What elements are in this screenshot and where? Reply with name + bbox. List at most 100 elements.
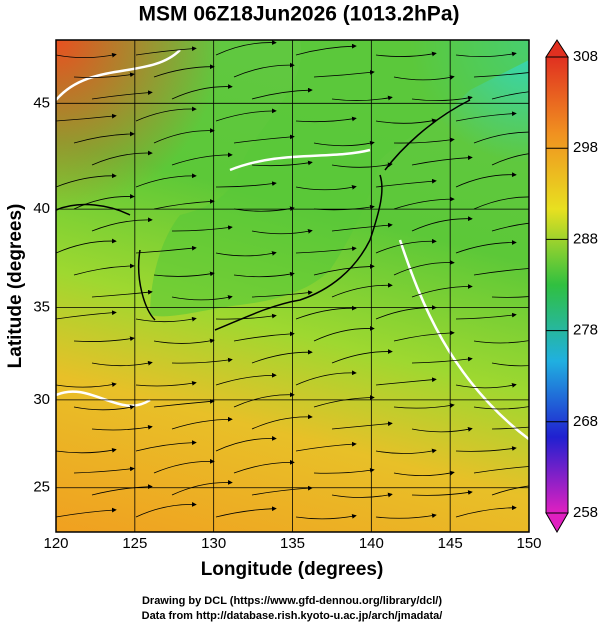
streamline (73, 405, 135, 411)
streamline (295, 305, 357, 320)
streamline (56, 447, 117, 454)
streamline (73, 131, 135, 144)
streamline (171, 357, 233, 364)
streamline (171, 295, 233, 301)
streamline (295, 184, 357, 191)
streamline (393, 330, 455, 342)
streamline (375, 51, 437, 57)
streamline (73, 72, 135, 78)
y-tick-label: 30 (33, 391, 50, 408)
streamline (393, 137, 455, 144)
x-tick-label: 120 (43, 535, 68, 552)
streamline (375, 377, 437, 386)
streamline (411, 216, 473, 232)
land (150, 40, 529, 317)
streamline (215, 40, 277, 56)
streamline (313, 264, 375, 276)
streamline (491, 91, 529, 100)
footer-line: Data from http://database.rish.kyoto-u.a… (142, 610, 443, 622)
y-tick-label: 45 (33, 94, 50, 111)
streamline (91, 484, 153, 496)
streamline (455, 505, 517, 518)
x-tick-label: 135 (280, 535, 305, 552)
streamline (331, 95, 393, 101)
streamline (455, 446, 517, 452)
streamline (153, 64, 215, 78)
streamline (295, 513, 357, 520)
streamline (455, 51, 517, 57)
streamline (91, 289, 153, 298)
streamline (135, 502, 197, 518)
streamline (215, 313, 277, 320)
x-tick-label: 145 (438, 535, 463, 552)
streamline (313, 70, 375, 78)
streamline (91, 360, 153, 367)
streamline (393, 75, 455, 81)
streamline (56, 238, 117, 254)
streamline (411, 284, 473, 298)
streamline (171, 480, 233, 496)
footer-line: Drawing by DCL (https://www.gfd-dennou.o… (142, 595, 442, 607)
colorbar-extend (545, 39, 569, 58)
streamline (393, 260, 455, 276)
streamline (375, 178, 437, 188)
streamline (251, 160, 313, 167)
streamline (91, 424, 153, 431)
streamline (331, 162, 393, 168)
streamline (215, 372, 277, 386)
streamline (411, 95, 473, 101)
streamline (375, 118, 437, 124)
contour (56, 49, 529, 441)
streamline (455, 383, 517, 389)
streamline (233, 62, 295, 78)
streamline (73, 336, 135, 342)
streamline (56, 382, 117, 388)
streamline (411, 155, 473, 166)
colorbar-tick-label: 258 (573, 504, 598, 521)
streamline (375, 448, 437, 454)
streamline (171, 416, 233, 430)
streamline (331, 349, 393, 364)
streamline (251, 414, 313, 430)
streamline (313, 140, 375, 147)
streamline (171, 152, 233, 166)
streamline (153, 271, 215, 277)
streamline (56, 507, 117, 518)
streamline (251, 228, 313, 235)
streamline (135, 46, 197, 56)
streamline (491, 153, 529, 166)
streamline (56, 52, 117, 59)
y-tick-label: 25 (33, 479, 50, 496)
streamline (295, 116, 357, 123)
streamline (295, 370, 357, 386)
colorbar-tick-label: 268 (573, 413, 598, 430)
streamline (233, 331, 295, 342)
streamline (91, 90, 153, 100)
streamline (135, 173, 197, 188)
streamline (153, 199, 215, 210)
x-axis-label: Longitude (degrees) (201, 559, 384, 580)
streamline (233, 271, 295, 278)
y-tick-label: 40 (33, 200, 50, 217)
x-tick-label: 150 (516, 535, 541, 552)
streamline (455, 111, 517, 122)
streamline (233, 392, 295, 408)
streamline (251, 349, 313, 364)
streamline (135, 440, 197, 452)
title: MSM 06Z18Jun2026 (1013.2hPa) (139, 3, 460, 26)
streamline (251, 290, 313, 298)
streamline (91, 150, 153, 166)
streamline (331, 492, 393, 498)
streamline (251, 87, 313, 100)
streamline (491, 222, 529, 232)
streamline (295, 441, 357, 452)
streamline (375, 238, 437, 254)
streamline (411, 490, 473, 496)
streamline (491, 296, 529, 298)
streamline (91, 217, 153, 232)
streamline (215, 436, 277, 452)
x-tick-label: 130 (201, 535, 226, 552)
streamline (215, 108, 277, 122)
colorbar (545, 56, 569, 514)
